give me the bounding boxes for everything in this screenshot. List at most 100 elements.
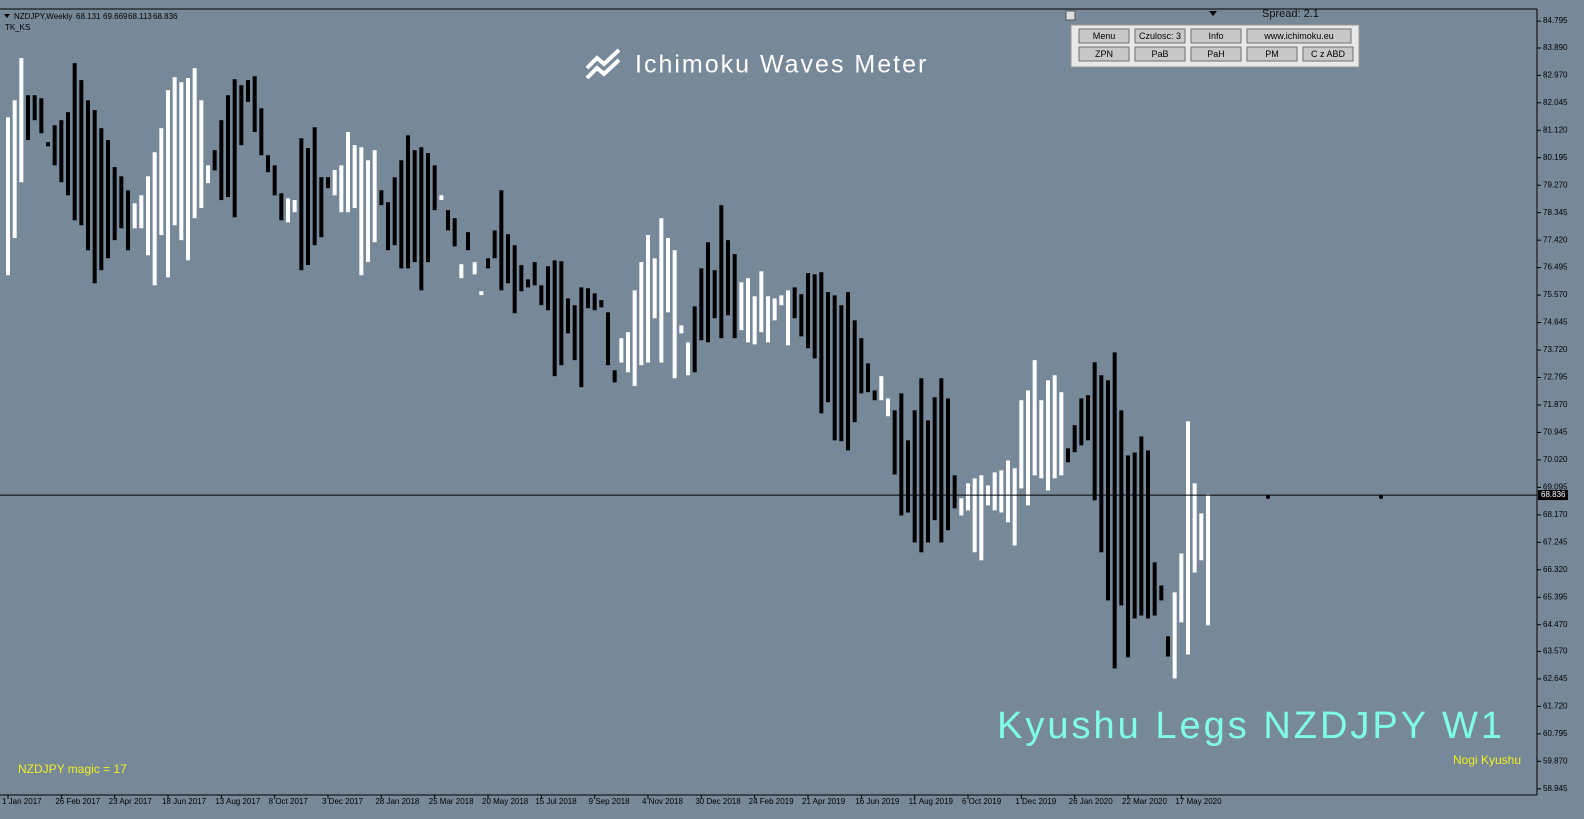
range-bar xyxy=(1039,400,1044,479)
range-bar xyxy=(332,170,337,196)
x-tick-label: 26 Jan 2020 xyxy=(1069,797,1114,806)
button-face[interactable] xyxy=(1302,46,1354,62)
range-bar xyxy=(619,338,624,363)
button-face[interactable] xyxy=(1246,46,1298,62)
range-bar xyxy=(599,300,604,308)
y-tick-label: 70.945 xyxy=(1543,428,1568,437)
button-label[interactable]: www.ichimoku.eu xyxy=(1263,31,1334,41)
range-bar xyxy=(452,218,457,247)
range-bar xyxy=(919,378,924,553)
range-bar xyxy=(906,440,910,513)
panel-arrow[interactable] xyxy=(1209,11,1217,16)
button-face[interactable] xyxy=(1246,28,1352,44)
range-bar xyxy=(139,195,144,229)
range-bar xyxy=(12,100,17,239)
button-label[interactable]: PaB xyxy=(1151,49,1168,59)
range-bar xyxy=(539,285,544,306)
range-bar xyxy=(206,165,210,184)
range-bar xyxy=(159,128,164,236)
range-bar xyxy=(1106,380,1110,601)
range-bar xyxy=(1126,455,1130,658)
range-bar xyxy=(786,290,790,346)
x-tick-label: 1 Dec 2019 xyxy=(1015,797,1056,806)
button[interactable]: PM xyxy=(1246,46,1298,62)
range-bar xyxy=(466,232,470,251)
y-tick-label: 64.470 xyxy=(1543,620,1568,629)
y-tick-label: 65.395 xyxy=(1543,592,1568,601)
x-tick-label: 20 May 2018 xyxy=(482,797,529,806)
range-bar xyxy=(859,338,864,394)
x-tick-label: 8 Oct 2017 xyxy=(269,797,309,806)
button-label[interactable]: Menu xyxy=(1093,31,1116,41)
range-bar xyxy=(912,410,917,543)
range-bar xyxy=(146,176,150,256)
range-bar xyxy=(706,242,710,343)
range-bar xyxy=(472,262,477,275)
button-face[interactable] xyxy=(1078,28,1130,44)
button[interactable]: ZPN xyxy=(1078,46,1130,62)
button[interactable]: C z ABD xyxy=(1302,46,1354,62)
marker-dot xyxy=(1266,495,1270,499)
button-label[interactable]: Czulosc: 3 xyxy=(1139,31,1181,41)
button-label[interactable]: PM xyxy=(1265,49,1279,59)
y-tick-label: 61.720 xyxy=(1543,702,1568,711)
button[interactable]: Menu xyxy=(1078,28,1130,44)
range-bar xyxy=(19,58,24,183)
close: 68.836 xyxy=(153,12,178,21)
range-bar xyxy=(419,147,424,291)
button[interactable]: Czulosc: 3 xyxy=(1134,28,1186,44)
range-bar xyxy=(1072,425,1077,453)
range-bar xyxy=(99,128,104,271)
buttons: Menu Czulosc: 3 Info www.ichimoku.eu ZPN PaB P… xyxy=(1078,28,1354,62)
symbol: NZDJPY,Weekly xyxy=(14,12,72,21)
button-face[interactable] xyxy=(1134,28,1186,44)
button-label[interactable]: PaH xyxy=(1207,49,1225,59)
range-bar xyxy=(106,140,110,259)
button-face[interactable] xyxy=(1190,28,1242,44)
range-bar xyxy=(1092,362,1097,501)
range-bar xyxy=(186,78,190,261)
range-bar xyxy=(1019,400,1024,489)
range-bar xyxy=(1146,450,1150,619)
range-bar xyxy=(1159,585,1164,601)
marker-dot xyxy=(1379,495,1383,499)
x-tick-label: 9 Sep 2018 xyxy=(589,797,630,806)
range-bar xyxy=(732,254,737,339)
range-bar xyxy=(532,262,537,286)
range-bar xyxy=(739,282,744,331)
collapse-arrow[interactable] xyxy=(4,14,10,18)
panel-toggle[interactable] xyxy=(1065,10,1076,21)
button[interactable]: Info xyxy=(1190,28,1242,44)
range-bar xyxy=(512,245,517,314)
button-face[interactable] xyxy=(1134,46,1186,62)
range-bar xyxy=(679,325,684,334)
button[interactable]: www.ichimoku.eu xyxy=(1246,28,1352,44)
y-tick-label: 80.195 xyxy=(1543,153,1568,162)
x-tick-label: 23 Apr 2017 xyxy=(109,797,153,806)
button-label[interactable]: ZPN xyxy=(1095,49,1113,59)
range-bar xyxy=(839,305,844,442)
range-bar xyxy=(959,498,964,516)
range-bar xyxy=(66,112,70,196)
x-tick-label: 25 Mar 2018 xyxy=(429,797,474,806)
range-bar xyxy=(806,273,810,349)
y-tick-label: 58.945 xyxy=(1543,784,1568,793)
range-bar xyxy=(286,198,290,223)
x-tick-label: 21 Apr 2019 xyxy=(802,797,846,806)
button-label[interactable]: Info xyxy=(1208,31,1223,41)
range-bar xyxy=(939,378,944,543)
range-bar xyxy=(752,296,757,345)
button[interactable]: PaH xyxy=(1190,46,1242,62)
range-bar xyxy=(566,298,570,334)
button-label[interactable]: C z ABD xyxy=(1311,49,1346,59)
range-bar xyxy=(492,230,497,259)
button-face[interactable] xyxy=(1078,46,1130,62)
button[interactable]: PaB xyxy=(1134,46,1186,62)
range-bar xyxy=(32,95,37,121)
range-bar xyxy=(952,475,957,509)
button-face[interactable] xyxy=(1190,46,1242,62)
range-bar xyxy=(799,294,804,337)
range-bar xyxy=(772,298,777,321)
x-tick-label: 30 Dec 2018 xyxy=(695,797,741,806)
y-tick-label: 82.045 xyxy=(1543,98,1568,107)
